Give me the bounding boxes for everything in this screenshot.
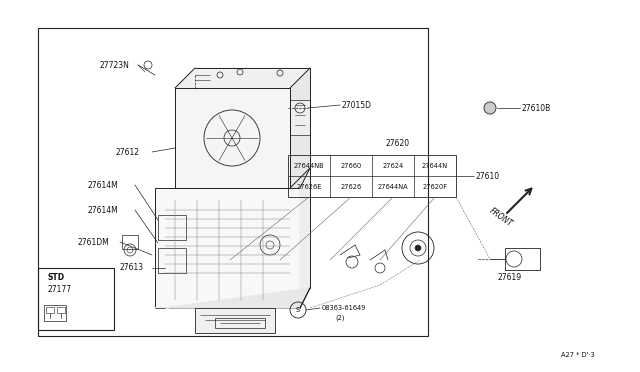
- Text: 27620F: 27620F: [422, 183, 447, 189]
- Text: 27613: 27613: [120, 263, 144, 273]
- Bar: [158, 248, 186, 273]
- Text: 27620: 27620: [385, 138, 409, 148]
- Text: 27644N: 27644N: [422, 163, 448, 169]
- Polygon shape: [290, 68, 310, 188]
- Text: 27619: 27619: [498, 273, 522, 282]
- Bar: [46, 307, 54, 313]
- Text: 27626: 27626: [340, 183, 362, 189]
- Text: FRONT: FRONT: [488, 206, 514, 229]
- Text: 27644NB: 27644NB: [294, 163, 324, 169]
- Text: STD: STD: [48, 273, 65, 282]
- Text: 27723N: 27723N: [100, 61, 130, 70]
- Text: 27644NA: 27644NA: [378, 183, 408, 189]
- Text: 08363-61649: 08363-61649: [322, 305, 366, 311]
- Text: 27660: 27660: [340, 163, 362, 169]
- Polygon shape: [300, 168, 310, 308]
- Bar: [195, 308, 275, 333]
- Bar: [38, 28, 428, 336]
- Text: 27612: 27612: [115, 148, 139, 157]
- Polygon shape: [175, 68, 310, 88]
- Text: 27015D: 27015D: [342, 100, 372, 109]
- Text: A27 * D'·3: A27 * D'·3: [561, 352, 595, 358]
- Bar: [175, 88, 290, 188]
- Bar: [215, 318, 265, 328]
- Text: S: S: [296, 307, 300, 313]
- Text: 27177: 27177: [48, 285, 72, 295]
- Bar: [175, 88, 290, 188]
- Bar: [44, 305, 66, 321]
- Text: (2): (2): [335, 315, 345, 321]
- Bar: [158, 215, 186, 240]
- Bar: [290, 100, 310, 135]
- Bar: [155, 188, 300, 308]
- Text: 27610B: 27610B: [522, 103, 551, 112]
- Bar: [505, 248, 540, 270]
- Text: 27624: 27624: [382, 163, 404, 169]
- Circle shape: [484, 102, 496, 114]
- Text: 27614M: 27614M: [88, 205, 119, 215]
- Circle shape: [415, 245, 421, 251]
- Text: 27610: 27610: [476, 171, 500, 180]
- Text: 2761DM: 2761DM: [78, 237, 109, 247]
- Bar: [122, 235, 138, 249]
- Bar: [38, 268, 114, 330]
- Text: 27614M: 27614M: [88, 180, 119, 189]
- Text: 27626E: 27626E: [296, 183, 322, 189]
- Polygon shape: [155, 288, 310, 308]
- Bar: [57, 307, 65, 313]
- Bar: [288, 155, 456, 197]
